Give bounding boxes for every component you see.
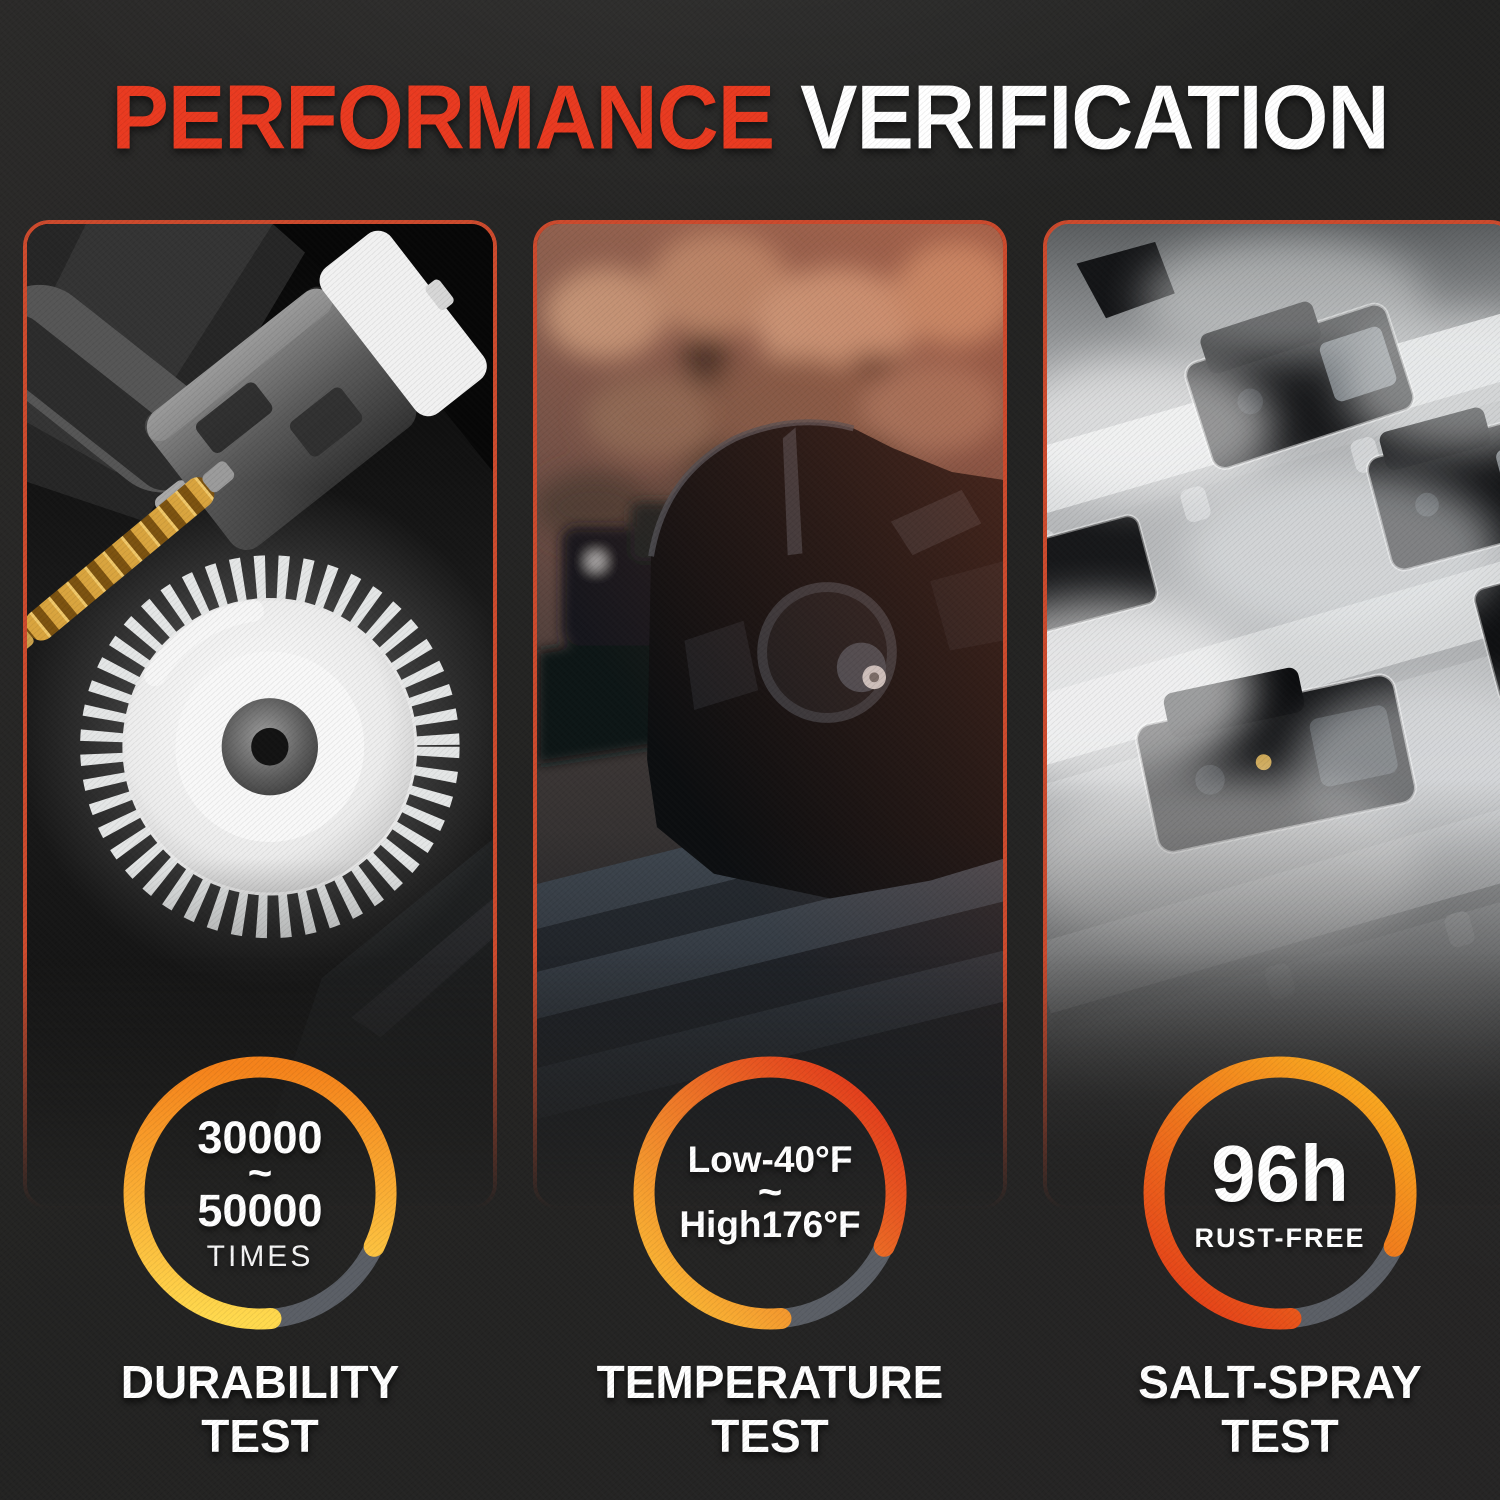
temperature-badge: Low-40°F ~ High176°F bbox=[630, 1053, 910, 1333]
ring-gap-arc bbox=[1289, 1242, 1403, 1328]
salt-fog-illustration bbox=[1047, 224, 1500, 1206]
durability-column: 30000 ~ 50000 TIMES DURABILITY TEST bbox=[23, 220, 497, 1500]
temp-low: Low-40°F bbox=[687, 1139, 853, 1181]
ring-value-arc bbox=[633, 1056, 907, 1330]
temperature-badge-text: Low-40°F ~ High176°F bbox=[630, 1053, 910, 1333]
cycles-min: 30000 bbox=[197, 1112, 323, 1163]
rust-free-caption: RUST-FREE bbox=[1194, 1222, 1366, 1253]
durability-progress-ring bbox=[123, 1056, 397, 1330]
salt-spray-progress-ring bbox=[1143, 1056, 1417, 1330]
durability-badge: 30000 ~ 50000 TIMES bbox=[120, 1053, 400, 1333]
salt-spray-test-label: SALT-SPRAY TEST bbox=[1138, 1356, 1422, 1462]
ring-value-arc bbox=[1143, 1056, 1417, 1330]
worm-shaft-illustration bbox=[27, 461, 235, 662]
bottom-fade bbox=[537, 829, 1003, 1206]
ring-gap-arc bbox=[269, 1242, 383, 1328]
durability-test-label: DURABILITY TEST bbox=[120, 1356, 400, 1462]
motor-gear-illustration bbox=[27, 224, 493, 1206]
tilde: ~ bbox=[757, 1168, 783, 1215]
actuator-heat-illustration bbox=[537, 224, 1003, 1206]
cycles-max: 50000 bbox=[197, 1185, 323, 1237]
page-title: PERFORMANCE VERIFICATION bbox=[0, 72, 1500, 163]
salt-spray-column: 96h RUST-FREE SALT-SPRAY TEST bbox=[1043, 220, 1500, 1500]
tilde: ~ bbox=[247, 1149, 273, 1197]
durability-test-photo bbox=[23, 220, 497, 1210]
ring-gap-arc bbox=[779, 1242, 893, 1328]
salt-spray-badge-text: 96h RUST-FREE bbox=[1140, 1053, 1420, 1333]
durability-badge-text: 30000 ~ 50000 TIMES bbox=[120, 1053, 400, 1333]
temp-high: High176°F bbox=[679, 1204, 861, 1245]
hours-value: 96h bbox=[1211, 1128, 1349, 1218]
temperature-test-label: TEMPERATURE TEST bbox=[596, 1356, 944, 1462]
bottom-fade bbox=[1047, 779, 1500, 1206]
salt-spray-test-photo bbox=[1043, 220, 1500, 1210]
ring-value-arc bbox=[123, 1056, 397, 1330]
gear-illustration bbox=[80, 555, 460, 939]
temperature-test-photo bbox=[533, 220, 1007, 1210]
cycles-unit: TIMES bbox=[206, 1239, 314, 1273]
bottom-fade bbox=[27, 858, 493, 1206]
temperature-column: Low-40°F ~ High176°F TEMPERATURE TEST bbox=[533, 220, 1007, 1500]
salt-spray-badge: 96h RUST-FREE bbox=[1140, 1053, 1420, 1333]
title-word-performance: PERFORMANCE bbox=[111, 66, 775, 169]
title-word-verification: VERIFICATION bbox=[800, 66, 1389, 169]
temperature-progress-ring bbox=[633, 1056, 907, 1330]
